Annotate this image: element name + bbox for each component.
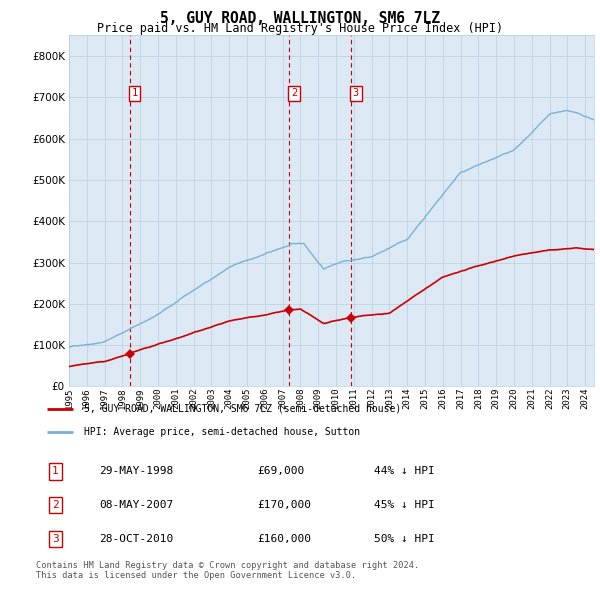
Text: 3: 3	[353, 88, 359, 98]
Text: 08-MAY-2007: 08-MAY-2007	[100, 500, 173, 510]
Text: HPI: Average price, semi-detached house, Sutton: HPI: Average price, semi-detached house,…	[83, 427, 359, 437]
Text: 1: 1	[131, 88, 138, 98]
Text: 28-OCT-2010: 28-OCT-2010	[100, 533, 173, 543]
Text: 5, GUY ROAD, WALLINGTON, SM6 7LZ: 5, GUY ROAD, WALLINGTON, SM6 7LZ	[160, 11, 440, 25]
Text: Price paid vs. HM Land Registry's House Price Index (HPI): Price paid vs. HM Land Registry's House …	[97, 22, 503, 35]
Text: 29-MAY-1998: 29-MAY-1998	[100, 467, 173, 477]
Text: £170,000: £170,000	[258, 500, 312, 510]
Text: 2: 2	[52, 500, 59, 510]
Text: 45% ↓ HPI: 45% ↓ HPI	[374, 500, 434, 510]
Text: 44% ↓ HPI: 44% ↓ HPI	[374, 467, 434, 477]
Text: £160,000: £160,000	[258, 533, 312, 543]
Text: 2: 2	[291, 88, 297, 98]
Text: £69,000: £69,000	[258, 467, 305, 477]
Text: Contains HM Land Registry data © Crown copyright and database right 2024.
This d: Contains HM Land Registry data © Crown c…	[36, 560, 419, 580]
Text: 50% ↓ HPI: 50% ↓ HPI	[374, 533, 434, 543]
Text: 1: 1	[52, 467, 59, 477]
Text: 3: 3	[52, 533, 59, 543]
Text: 5, GUY ROAD, WALLINGTON, SM6 7LZ (semi-detached house): 5, GUY ROAD, WALLINGTON, SM6 7LZ (semi-d…	[83, 404, 401, 414]
